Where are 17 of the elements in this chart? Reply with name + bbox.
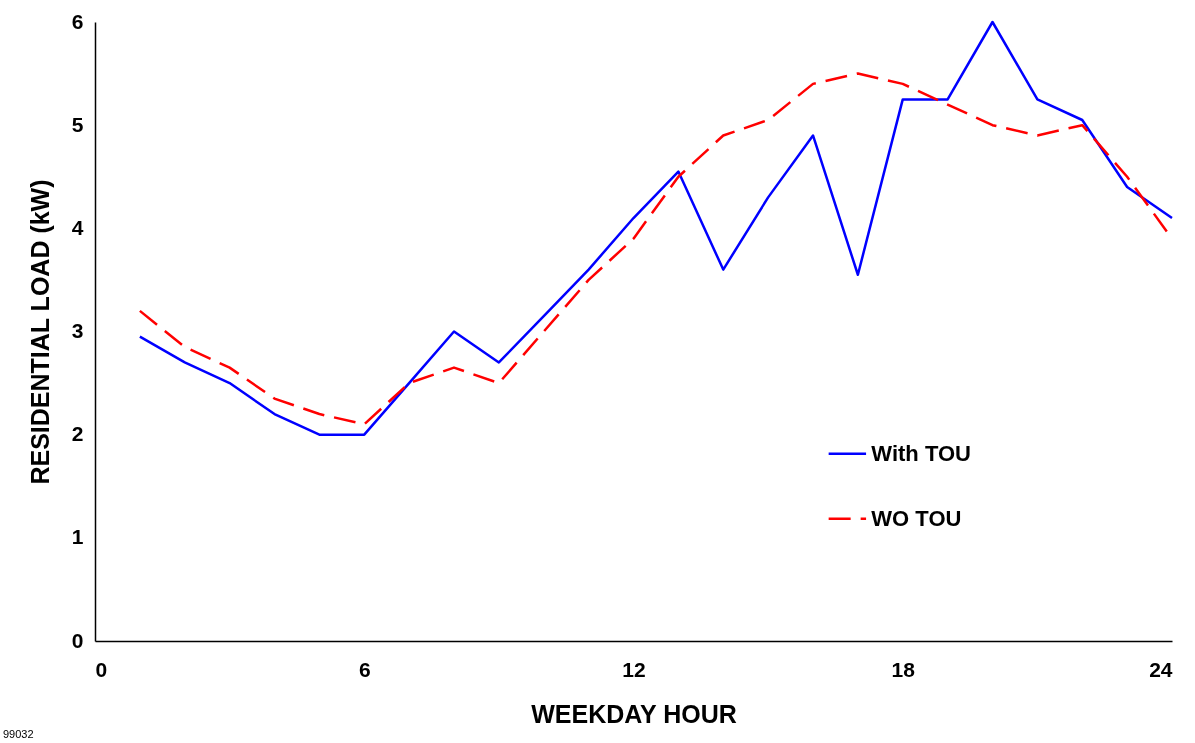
x-tick-label: 0: [95, 657, 108, 681]
y-axis-title: RESIDENTIAL LOAD (kW): [25, 179, 54, 485]
y-tick-label: 2: [71, 422, 84, 446]
text: 99032: [3, 728, 34, 740]
y-tick-label: 1: [71, 525, 84, 549]
y-tick-label: 3: [71, 319, 84, 342]
x-tick-label: 12: [622, 657, 646, 681]
legend-label: With TOU: [871, 440, 971, 466]
y-tick-label: 4: [71, 215, 84, 239]
legend-label: WO TOU: [871, 505, 962, 531]
y-tick-label: 5: [71, 112, 84, 136]
x-tick-label: 18: [891, 657, 916, 681]
x-tick-label: 24: [1149, 657, 1173, 681]
y-tick-label: 0: [71, 628, 84, 652]
x-axis-title: WEEKDAY HOUR: [531, 699, 737, 728]
y-tick-label: 6: [71, 9, 84, 33]
x-tick-label: 6: [358, 657, 371, 681]
